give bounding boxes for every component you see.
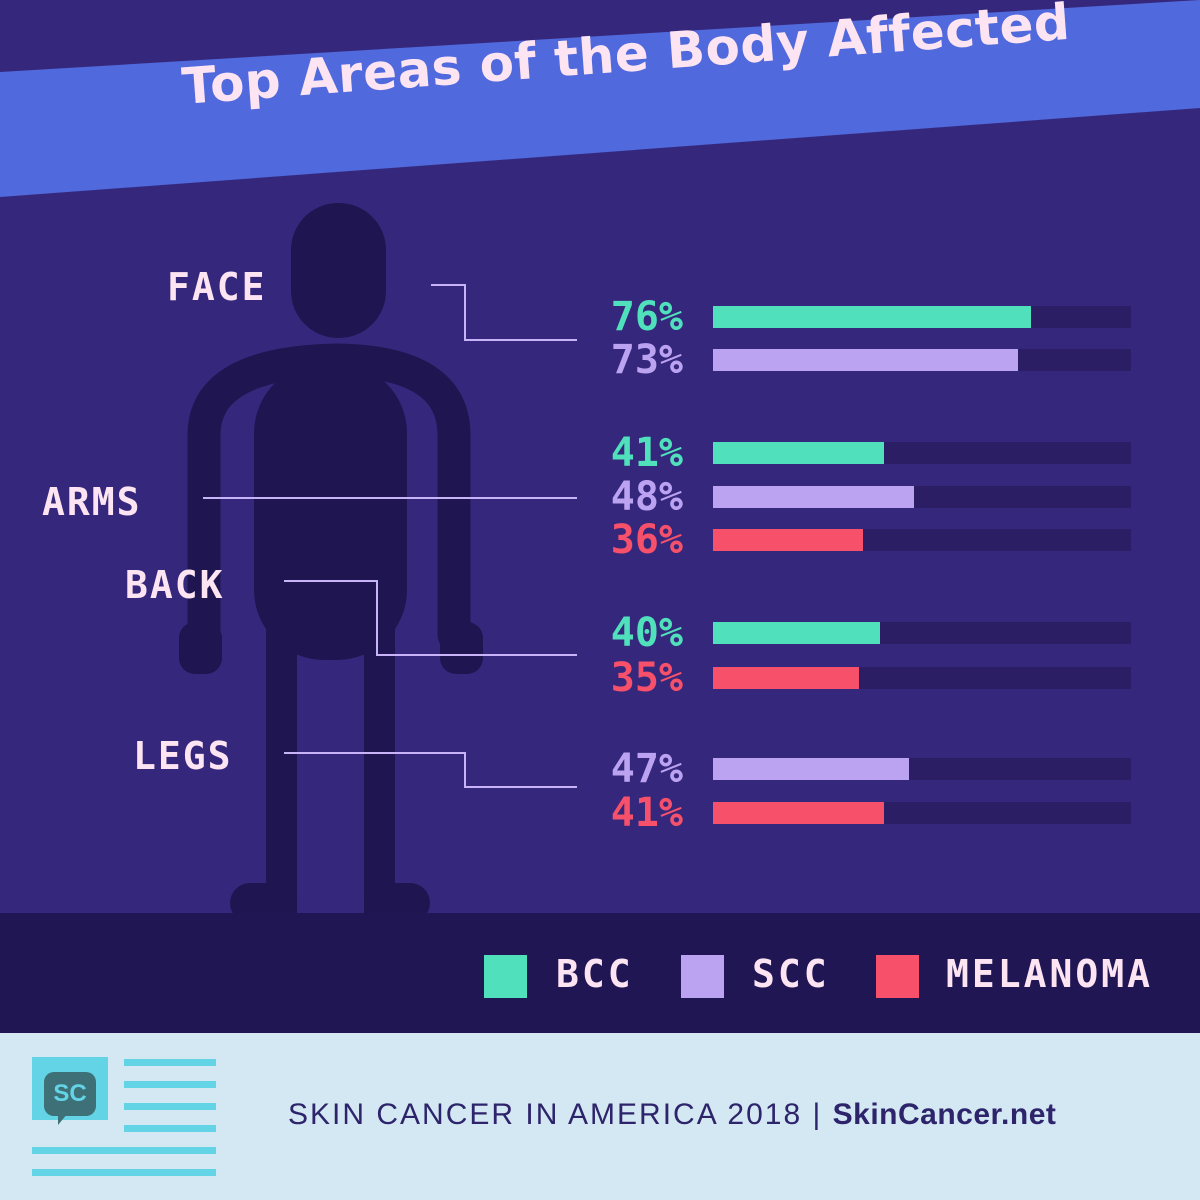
- footer-decor-line: [124, 1059, 216, 1066]
- silhouette-arms: [187, 343, 471, 652]
- bar-track-arms-scc: [713, 486, 1131, 508]
- value-label-legs-melanoma: 41%: [610, 790, 683, 836]
- bar-legs-melanoma: [713, 802, 884, 824]
- silhouette-head: [291, 203, 386, 338]
- silhouette-right-leg: [364, 625, 395, 915]
- title-banner-shape: [0, 0, 1200, 197]
- footer-decor-line: [124, 1103, 216, 1110]
- bar-arms-bcc: [713, 442, 884, 464]
- bar-arms-melanoma: [713, 529, 863, 551]
- bar-track-face-scc: [713, 349, 1131, 371]
- region-label-face: FACE: [167, 265, 267, 309]
- region-label-legs: LEGS: [133, 734, 233, 778]
- bar-legs-scc: [713, 758, 909, 780]
- silhouette-right-hand: [440, 622, 483, 674]
- legend-swatch-scc: [681, 955, 724, 998]
- footer-caption-text: SKIN CANCER IN AMERICA 2018 |: [288, 1098, 823, 1131]
- bar-track-back-melanoma: [713, 667, 1131, 689]
- bar-back-bcc: [713, 622, 880, 644]
- footer-decor-line: [32, 1147, 216, 1154]
- legend-swatch-melanoma: [876, 955, 919, 998]
- bar-track-face-bcc: [713, 306, 1131, 328]
- bar-back-melanoma: [713, 667, 859, 689]
- footer-decor-line: [32, 1169, 216, 1176]
- value-label-legs-scc: 47%: [610, 746, 683, 792]
- value-label-arms-melanoma: 36%: [610, 517, 683, 563]
- logo-bubble-tail: [58, 1113, 68, 1125]
- bar-track-legs-scc: [713, 758, 1131, 780]
- title-banner: [0, 0, 1200, 197]
- bar-track-arms-melanoma: [713, 529, 1131, 551]
- legend-swatch-bcc: [484, 955, 527, 998]
- logo-chat-bubble-icon: SC: [44, 1072, 96, 1116]
- silhouette-left-hand: [179, 622, 222, 674]
- face-connector: [431, 284, 577, 341]
- bar-face-bcc: [713, 306, 1031, 328]
- value-label-back-melanoma: 35%: [610, 655, 683, 701]
- bar-face-scc: [713, 349, 1018, 371]
- legend-band: [0, 913, 1200, 1033]
- legs-connector: [284, 752, 577, 788]
- region-label-arms: ARMS: [42, 480, 142, 524]
- value-label-arms-scc: 48%: [610, 474, 683, 520]
- footer-caption: SKIN CANCER IN AMERICA 2018 | SkinCancer…: [288, 1098, 1056, 1132]
- bar-arms-scc: [713, 486, 914, 508]
- value-label-back-bcc: 40%: [610, 610, 683, 656]
- footer-decor-line: [124, 1125, 216, 1132]
- value-label-arms-bcc: 41%: [610, 430, 683, 476]
- back-connector: [284, 580, 577, 656]
- connector-lines: [203, 284, 577, 788]
- value-label-face-bcc: 76%: [610, 294, 683, 340]
- footer-brand-link[interactable]: SkinCancer.net: [832, 1098, 1057, 1131]
- legend-label-scc: SCC: [752, 952, 830, 996]
- body-silhouette-icon: [179, 203, 483, 923]
- silhouette-torso: [254, 363, 407, 660]
- legend-label-melanoma: MELANOMA: [946, 952, 1154, 996]
- bar-track-legs-melanoma: [713, 802, 1131, 824]
- bar-track-arms-bcc: [713, 442, 1131, 464]
- footer-decor-line: [124, 1081, 216, 1088]
- legend-label-bcc: BCC: [556, 952, 634, 996]
- region-label-back: BACK: [125, 563, 225, 607]
- value-label-face-scc: 73%: [610, 337, 683, 383]
- silhouette-left-leg: [266, 625, 297, 915]
- bar-track-back-bcc: [713, 622, 1131, 644]
